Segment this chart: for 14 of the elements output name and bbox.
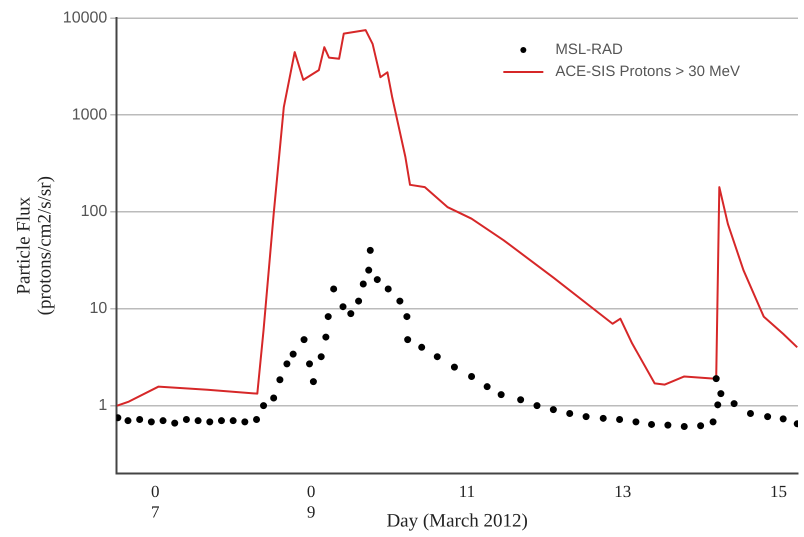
x-axis-title: Day (March 2012)	[386, 510, 528, 532]
x-tick-label: 0 9	[306, 482, 316, 522]
y-axis-title: Particle Flux (protons/cm2/s/sr)	[13, 176, 56, 316]
legend-label: MSL-RAD	[555, 41, 624, 58]
y-tick-label: 1	[98, 397, 108, 414]
legend-label: ACE-SIS Protons > 30 MeV	[555, 63, 740, 80]
y-tick-label: 1000	[72, 106, 108, 124]
y-tick-label: 10	[89, 300, 108, 318]
x-tick-label: 0 7	[150, 482, 160, 522]
x-tick-label: 11	[458, 482, 476, 502]
x-tick-label: 13	[614, 482, 632, 502]
y-tick-label: 10000	[62, 9, 108, 26]
x-tick-label: 15	[770, 482, 788, 502]
y-tick-label: 100	[80, 203, 108, 220]
